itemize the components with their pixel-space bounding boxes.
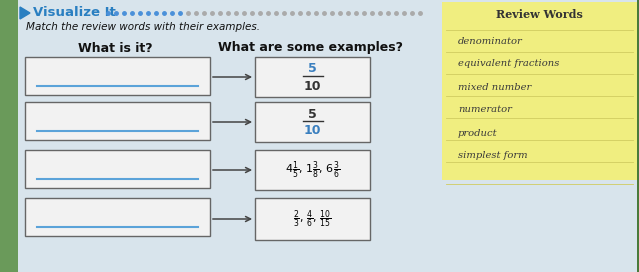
Bar: [255, 102, 370, 142]
Bar: [0, 0, 18, 272]
Text: product: product: [458, 128, 498, 138]
Text: What are some examples?: What are some examples?: [217, 42, 403, 54]
Text: denominator: denominator: [458, 36, 523, 45]
Text: 10: 10: [304, 125, 321, 138]
Text: numerator: numerator: [458, 106, 512, 115]
Bar: [25, 150, 210, 188]
Bar: [255, 57, 370, 97]
Text: Match the review words with their examples.: Match the review words with their exampl…: [26, 22, 260, 32]
Bar: [255, 198, 370, 240]
Bar: [25, 57, 210, 95]
Bar: [637, 0, 639, 272]
Bar: [25, 102, 210, 140]
Text: 5: 5: [308, 63, 317, 76]
Text: equivalent fractions: equivalent fractions: [458, 60, 559, 69]
Text: $4\frac{1}{5}$, $1\frac{3}{8}$, $6\frac{3}{6}$: $4\frac{1}{5}$, $1\frac{3}{8}$, $6\frac{…: [285, 159, 340, 181]
Text: Review Words: Review Words: [496, 10, 583, 20]
Text: 5: 5: [308, 107, 317, 120]
Bar: [255, 150, 370, 190]
Text: $\frac{2}{3}$, $\frac{4}{6}$, $\frac{10}{15}$: $\frac{2}{3}$, $\frac{4}{6}$, $\frac{10}…: [293, 208, 332, 230]
Text: What is it?: What is it?: [78, 42, 152, 54]
Text: Visualize It: Visualize It: [33, 7, 116, 20]
Polygon shape: [20, 7, 30, 19]
Text: simplest form: simplest form: [458, 152, 528, 160]
Text: 10: 10: [304, 79, 321, 92]
Bar: [442, 2, 637, 180]
Bar: [18, 0, 440, 272]
Bar: [25, 198, 210, 236]
Text: mixed number: mixed number: [458, 82, 531, 91]
